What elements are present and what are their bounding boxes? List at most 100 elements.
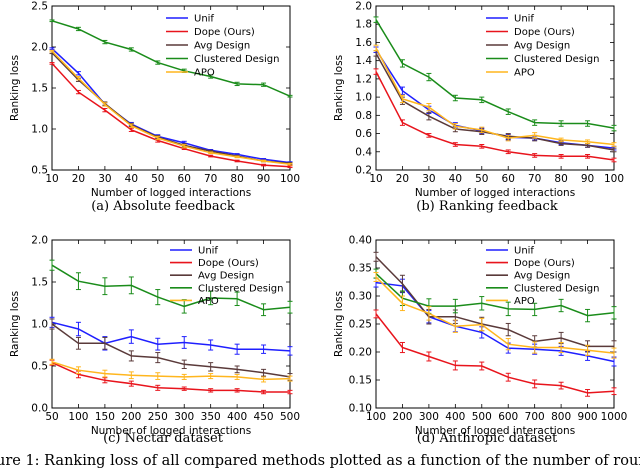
y-tick-label: 0.0 bbox=[31, 403, 48, 415]
legend-label-unif: Unif bbox=[514, 246, 534, 257]
plot-frame bbox=[375, 5, 615, 171]
y-tick-label: 0.5 bbox=[31, 165, 48, 177]
series-clustered-design bbox=[49, 19, 293, 98]
x-axis-label: Number of logged interactions bbox=[91, 425, 251, 437]
x-tick-label: 400 bbox=[227, 411, 247, 423]
series-line-clustered-design bbox=[51, 20, 291, 97]
legend-label-avg-design: Avg Design bbox=[514, 271, 570, 282]
x-tick-label: 250 bbox=[148, 411, 168, 423]
x-tick-label: 70 bbox=[204, 173, 217, 185]
x-tick-label: 350 bbox=[201, 411, 221, 423]
y-tick-label: 0.10 bbox=[349, 403, 372, 415]
y-axis-label: Ranking loss bbox=[333, 55, 345, 121]
y-tick-label: 2.0 bbox=[31, 235, 48, 247]
y-tick-label: 0.20 bbox=[349, 347, 372, 359]
x-tick-label: 800 bbox=[551, 411, 571, 423]
x-tick-label: 150 bbox=[95, 411, 115, 423]
y-tick-label: 0.5 bbox=[31, 361, 48, 373]
y-tick-label: 1.6 bbox=[355, 37, 372, 49]
series-dope-ours bbox=[49, 359, 293, 395]
series-line-apo bbox=[51, 361, 291, 381]
y-tick-label: 1.2 bbox=[355, 73, 372, 85]
series-apo bbox=[49, 358, 293, 383]
legend-label-clustered-design: Clustered Design bbox=[194, 54, 279, 65]
series-unif bbox=[49, 316, 293, 356]
series-line-unif bbox=[51, 48, 291, 164]
x-tick-label: 700 bbox=[525, 411, 545, 423]
series-unif bbox=[49, 47, 293, 164]
x-tick-label: 500 bbox=[472, 411, 492, 423]
y-tick-label: 0.6 bbox=[355, 128, 372, 140]
y-tick-label: 1.5 bbox=[31, 83, 48, 95]
series-line-avg-design bbox=[375, 256, 614, 348]
series-line-clustered-design bbox=[375, 19, 615, 129]
x-tick-label: 50 bbox=[151, 173, 164, 185]
y-tick-label: 0.2 bbox=[355, 165, 372, 177]
legend-label-dope-ours: Dope (Ours) bbox=[194, 27, 255, 38]
plot-frame bbox=[375, 239, 615, 409]
x-tick-label: 100 bbox=[280, 173, 300, 185]
legend-label-clustered-design: Clustered Design bbox=[514, 54, 599, 65]
series-line-apo bbox=[375, 276, 615, 354]
series-clustered-design bbox=[49, 259, 293, 317]
y-tick-label: 0.35 bbox=[349, 263, 372, 275]
x-tick-label: 200 bbox=[121, 411, 141, 423]
panel-caption: (a) Absolute feedback bbox=[91, 199, 235, 214]
series-avg-design bbox=[49, 51, 293, 165]
y-tick-label: 2.5 bbox=[31, 1, 48, 13]
legend-label-dope-ours: Dope (Ours) bbox=[514, 258, 575, 269]
series-line-avg-design bbox=[51, 323, 291, 378]
series-line-dope-ours bbox=[375, 313, 615, 394]
x-tick-label: 40 bbox=[125, 173, 138, 185]
legend-label-apo: APO bbox=[514, 296, 535, 307]
x-tick-label: 600 bbox=[498, 411, 518, 423]
series-line-dope-ours bbox=[51, 361, 290, 393]
series-line-dope-ours bbox=[51, 62, 291, 168]
legend-label-apo: APO bbox=[198, 296, 219, 307]
chart-panel-2: 10 20 30 40 50 60 70 80 90 100 0.2 0.4 0.6 0.8 1.0 1.2 1… bbox=[333, 1, 624, 215]
x-tick-label: 40 bbox=[449, 173, 462, 185]
y-tick-label: 1.0 bbox=[31, 319, 48, 331]
series-clustered-design bbox=[373, 16, 617, 132]
y-tick-label: 0.40 bbox=[349, 235, 372, 247]
chart-panel-4: 100 200 300 400 500 600 700 800 900 1000 0.10 0.15 0… bbox=[333, 235, 627, 447]
x-tick-label: 90 bbox=[257, 173, 270, 185]
x-tick-label: 200 bbox=[392, 411, 412, 423]
x-tick-label: 50 bbox=[475, 173, 488, 185]
series-line-dope-ours bbox=[375, 71, 615, 161]
x-tick-label: 70 bbox=[528, 173, 541, 185]
x-tick-label: 80 bbox=[554, 173, 567, 185]
x-tick-label: 400 bbox=[445, 411, 465, 423]
legend-label-clustered-design: Clustered Design bbox=[198, 283, 283, 294]
legend-label-dope-ours: Dope (Ours) bbox=[514, 27, 575, 38]
x-tick-label: 100 bbox=[604, 173, 624, 185]
legend-label-avg-design: Avg Design bbox=[514, 41, 570, 52]
x-tick-label: 50 bbox=[45, 411, 58, 423]
series-line-clustered-design bbox=[375, 273, 615, 317]
panel-caption: (b) Ranking feedback bbox=[416, 199, 558, 214]
y-tick-label: 2.0 bbox=[355, 1, 372, 13]
y-tick-label: 1.4 bbox=[355, 55, 372, 67]
x-axis-label: Number of logged interactions bbox=[415, 425, 575, 437]
x-tick-label: 900 bbox=[578, 411, 598, 423]
y-tick-label: 1.0 bbox=[355, 92, 372, 104]
figure-caption: ure 1: Ranking loss of all compared meth… bbox=[0, 453, 640, 469]
x-tick-label: 300 bbox=[419, 411, 439, 423]
y-tick-label: 1.8 bbox=[355, 19, 372, 31]
legend-label-avg-design: Avg Design bbox=[198, 271, 254, 282]
legend-label-dope-ours: Dope (Ours) bbox=[198, 258, 259, 269]
y-tick-label: 2.0 bbox=[31, 42, 48, 54]
x-tick-label: 30 bbox=[422, 173, 435, 185]
series-apo bbox=[373, 271, 617, 359]
y-tick-label: 0.4 bbox=[355, 146, 372, 158]
y-tick-label: 1.0 bbox=[31, 124, 48, 136]
x-tick-label: 500 bbox=[280, 411, 300, 423]
series-dope-ours bbox=[373, 68, 617, 163]
legend-label-clustered-design: Clustered Design bbox=[514, 283, 599, 294]
series-line-apo bbox=[375, 47, 615, 146]
